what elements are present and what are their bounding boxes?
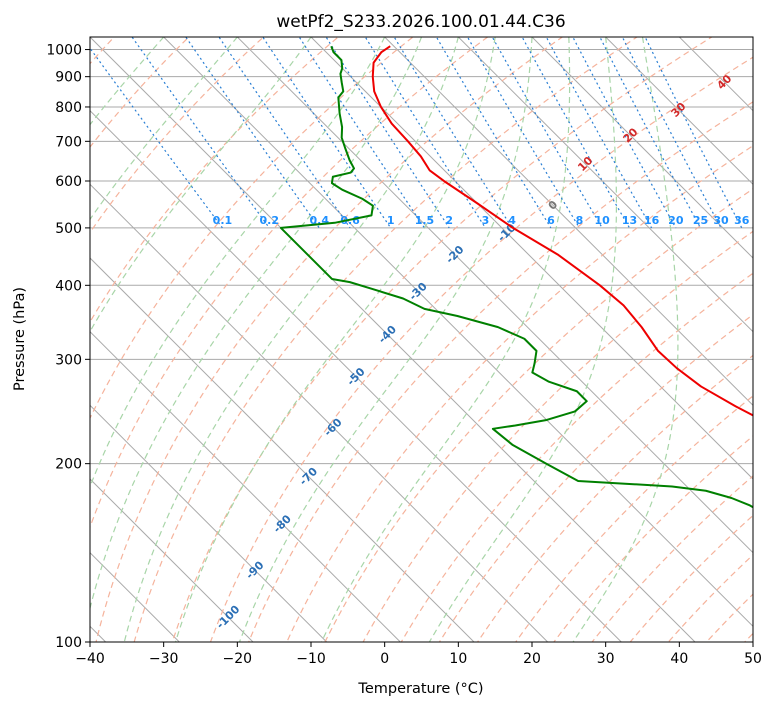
isotherm-line — [90, 404, 328, 642]
mixing-ratio-line — [572, 37, 677, 229]
x-tick-label: 10 — [449, 651, 467, 667]
moist-adiabat-line — [174, 37, 496, 642]
isotherm-line — [90, 183, 549, 642]
x-tick-label: 30 — [597, 651, 615, 667]
plot-area: 0.1 0.2 0.4 0.6 1 1.5 2 3 4 6 8 10 13 16 20 25 30 36-100-… — [90, 37, 753, 642]
isotherm-line — [531, 37, 753, 259]
moist-adiabat-line — [123, 37, 459, 642]
isotherm-line — [90, 37, 696, 642]
temperature-profile-line — [371, 45, 753, 417]
dewpoint-profile-line — [279, 45, 753, 509]
moist-adiabat-line — [90, 37, 423, 611]
x-axis-title: Temperature (°C) — [357, 681, 483, 697]
dry-adiabat-line — [248, 101, 753, 642]
mixing-ratio-label: 1.5 — [415, 214, 435, 227]
dry-adiabat-line — [515, 395, 753, 642]
isotherm-line — [90, 109, 623, 642]
mixing-ratio-line — [218, 37, 351, 229]
moist-adiabat-line — [238, 37, 533, 642]
plot-frame — [89, 36, 754, 643]
mixing-ratio-label: 30 — [713, 214, 729, 227]
dry-adiabat-line — [400, 272, 753, 642]
mixing-ratio-line — [262, 37, 392, 229]
dry-adiabat-line — [286, 145, 753, 642]
x-tick-label: −20 — [223, 651, 253, 667]
y-tick-label: 900 — [55, 70, 82, 86]
mixing-ratio-label: 13 — [622, 214, 637, 227]
mixing-ratio-label: 8 — [576, 214, 584, 227]
y-tick-label: 100 — [55, 635, 82, 651]
isotherm-line — [310, 37, 753, 480]
isotherm-line — [383, 37, 753, 407]
dry-adiabat-line — [90, 37, 340, 324]
y-tick-label: 300 — [55, 352, 82, 368]
y-tick-label: 600 — [55, 174, 82, 190]
dry-adiabat-line — [209, 56, 753, 642]
dry-adiabat-line — [90, 37, 414, 420]
y-tick-label: 800 — [55, 100, 82, 116]
mixing-ratio-label: 2 — [445, 214, 453, 227]
mixing-ratio-label: 36 — [734, 214, 750, 227]
axes: −40 −30 −20 −10 0 10 20 30 40 50 1000 900 800 700 600 5… — [46, 43, 762, 667]
moist-adiabat-line — [90, 37, 238, 221]
x-tick-label: −40 — [75, 651, 105, 667]
dry-adiabat-line — [95, 37, 564, 642]
moist-adiabat-line — [90, 37, 386, 489]
mixing-ratio-line — [131, 37, 270, 229]
moist-adiabat-line — [90, 37, 165, 126]
mixing-ratio-label: 4 — [508, 214, 516, 227]
isotherm-line — [90, 257, 475, 642]
dry-adiabat-line — [90, 37, 190, 148]
mixing-ratio-label: 16 — [644, 214, 660, 227]
y-tick-label: 500 — [55, 221, 82, 237]
dry-adiabat-line — [362, 230, 753, 642]
x-tick-label: 20 — [523, 651, 541, 667]
mixing-ratio-line — [435, 37, 552, 229]
moist-adiabat-line — [572, 37, 679, 642]
y-tick-label: 700 — [55, 134, 82, 150]
mixing-ratio-line — [599, 37, 702, 229]
moist-adiabat-line — [90, 37, 312, 333]
mixing-ratio-label: 0.1 — [213, 214, 233, 227]
mixing-ratio-line — [545, 37, 653, 229]
y-tick-label: 200 — [55, 457, 82, 473]
mixing-ratio-line — [185, 37, 320, 229]
dry-adiabat-line — [133, 37, 639, 642]
mixing-ratio-label: 25 — [693, 214, 708, 227]
mixing-ratio-line — [90, 47, 223, 229]
isotherm-line — [90, 330, 402, 642]
x-tick-label: 40 — [670, 651, 688, 667]
dry-adiabat-line — [171, 37, 713, 642]
isotherm-line — [90, 478, 254, 642]
mixing-ratio-label: 1 — [387, 214, 395, 227]
mixing-ratio-label: 10 — [594, 214, 610, 227]
mixing-ratio-label: 20 — [668, 214, 684, 227]
y-tick-label: 400 — [55, 278, 82, 294]
isotherm-line — [457, 37, 753, 333]
y-tick-label: 1000 — [46, 43, 82, 59]
x-tick-label: 0 — [380, 651, 389, 667]
mixing-ratio-line — [298, 37, 425, 229]
mixing-ratio-line — [521, 37, 631, 229]
dry-adiabat-line — [553, 435, 753, 642]
mixing-ratio-label: 6 — [547, 214, 555, 227]
dry-adiabat-line — [324, 188, 753, 642]
chart-title: wetPf2_S233.2026.100.01.44.C36 — [276, 12, 565, 32]
mixing-ratio-line — [325, 37, 450, 229]
y-axis-title: Pressure (hPa) — [12, 287, 28, 391]
isotherm-line — [604, 37, 753, 186]
x-tick-label: 50 — [744, 651, 762, 667]
mixing-ratio-label: 3 — [482, 214, 490, 227]
moist-adiabat-line — [320, 37, 571, 642]
mixing-ratio-line — [491, 37, 603, 229]
isotherm-line — [236, 37, 753, 554]
x-tick-label: −10 — [296, 651, 326, 667]
mixing-ratio-line — [466, 37, 580, 229]
x-tick-label: −30 — [149, 651, 179, 667]
isotherm-line — [162, 37, 753, 628]
dry-adiabat-line — [591, 475, 753, 642]
mixing-ratio-label: 0.2 — [260, 214, 280, 227]
